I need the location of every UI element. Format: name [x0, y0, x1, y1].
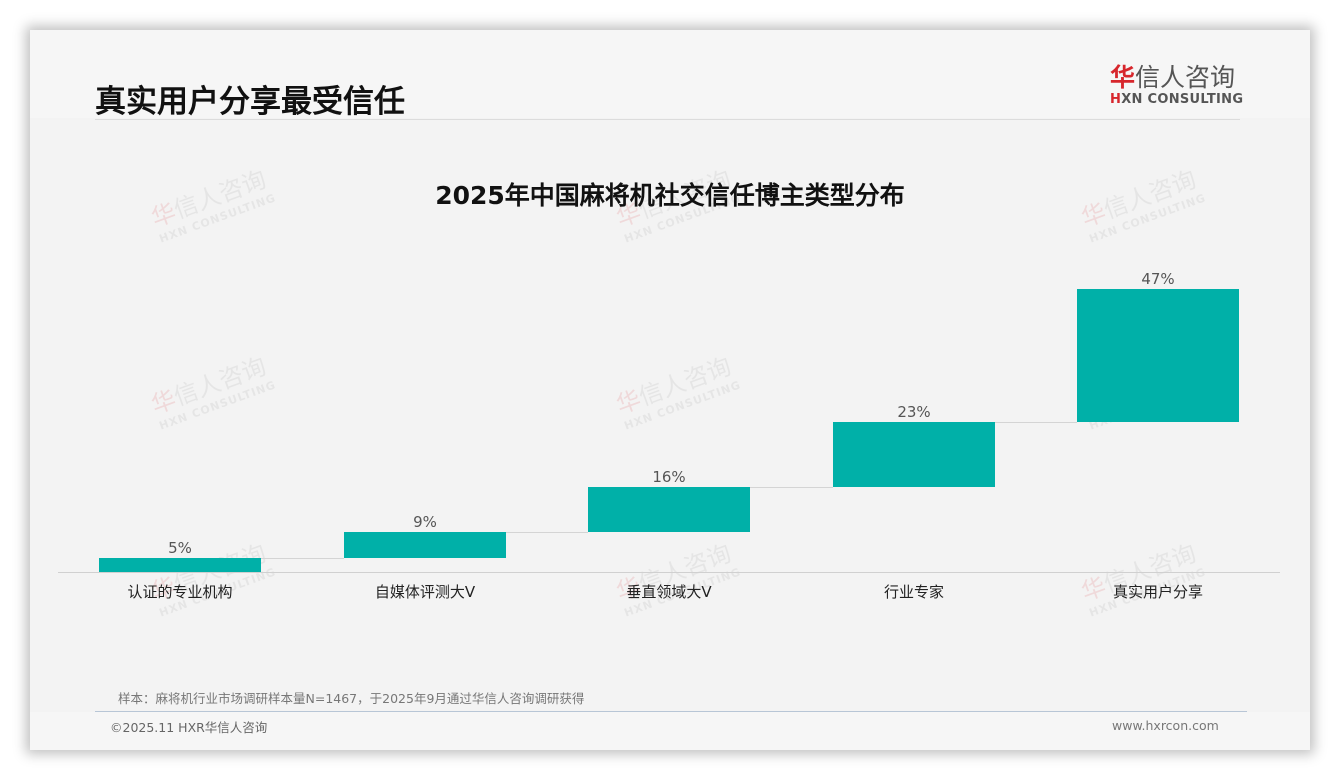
- sample-note: 样本：麻将机行业市场调研样本量N=1467，于2025年9月通过华信人咨询调研获…: [118, 691, 585, 706]
- logo-chinese: 华信人咨询: [1110, 63, 1236, 92]
- x-axis-baseline: [58, 572, 1280, 573]
- bar-1: [99, 558, 261, 572]
- chart-title: 2025年中国麻将机社交信任博主类型分布: [435, 181, 905, 210]
- category-label: 真实用户分享: [1112, 583, 1203, 601]
- bar-3: [588, 487, 750, 532]
- category-label: 自媒体评测大V: [374, 583, 476, 601]
- category-label: 垂直领域大V: [626, 583, 712, 601]
- bar-value-label: 16%: [652, 468, 686, 486]
- footer-background: [30, 712, 1310, 750]
- footer-divider: [95, 711, 1247, 712]
- logo-english: HXN CONSULTING: [1110, 92, 1244, 107]
- bar-2: [344, 532, 506, 558]
- page-title: 真实用户分享最受信任: [95, 84, 405, 120]
- waterfall-chart: 5% 认证的专业机构 9% 自媒体评测大V 16% 垂直领域大V 23% 行业专家 47% 真实用…: [30, 30, 1310, 750]
- company-logo: 华信人咨询 HXN CONSULTING: [1110, 63, 1250, 108]
- copyright: ©2025.11 HXR华信人咨询: [110, 720, 268, 735]
- website-link[interactable]: www.hxrcon.com: [1112, 718, 1219, 733]
- connector-line: [995, 422, 1077, 423]
- bar-value-label: 47%: [1141, 270, 1175, 288]
- connector-line: [506, 532, 588, 533]
- bar-value-label: 9%: [413, 513, 437, 531]
- category-label: 认证的专业机构: [127, 583, 233, 601]
- bar-value-label: 23%: [897, 403, 931, 421]
- connector-line: [750, 487, 833, 488]
- header-background: [30, 30, 1310, 118]
- bar-4: [833, 422, 995, 487]
- header-divider: [95, 119, 1240, 120]
- category-label: 行业专家: [883, 583, 944, 601]
- bar-5: [1077, 289, 1239, 422]
- slide-card: 华信人咨询 HXN CONSULTING 华信人咨询 HXN CONSULTIN…: [30, 30, 1310, 750]
- connector-line: [261, 558, 344, 559]
- bar-value-label: 5%: [168, 539, 192, 557]
